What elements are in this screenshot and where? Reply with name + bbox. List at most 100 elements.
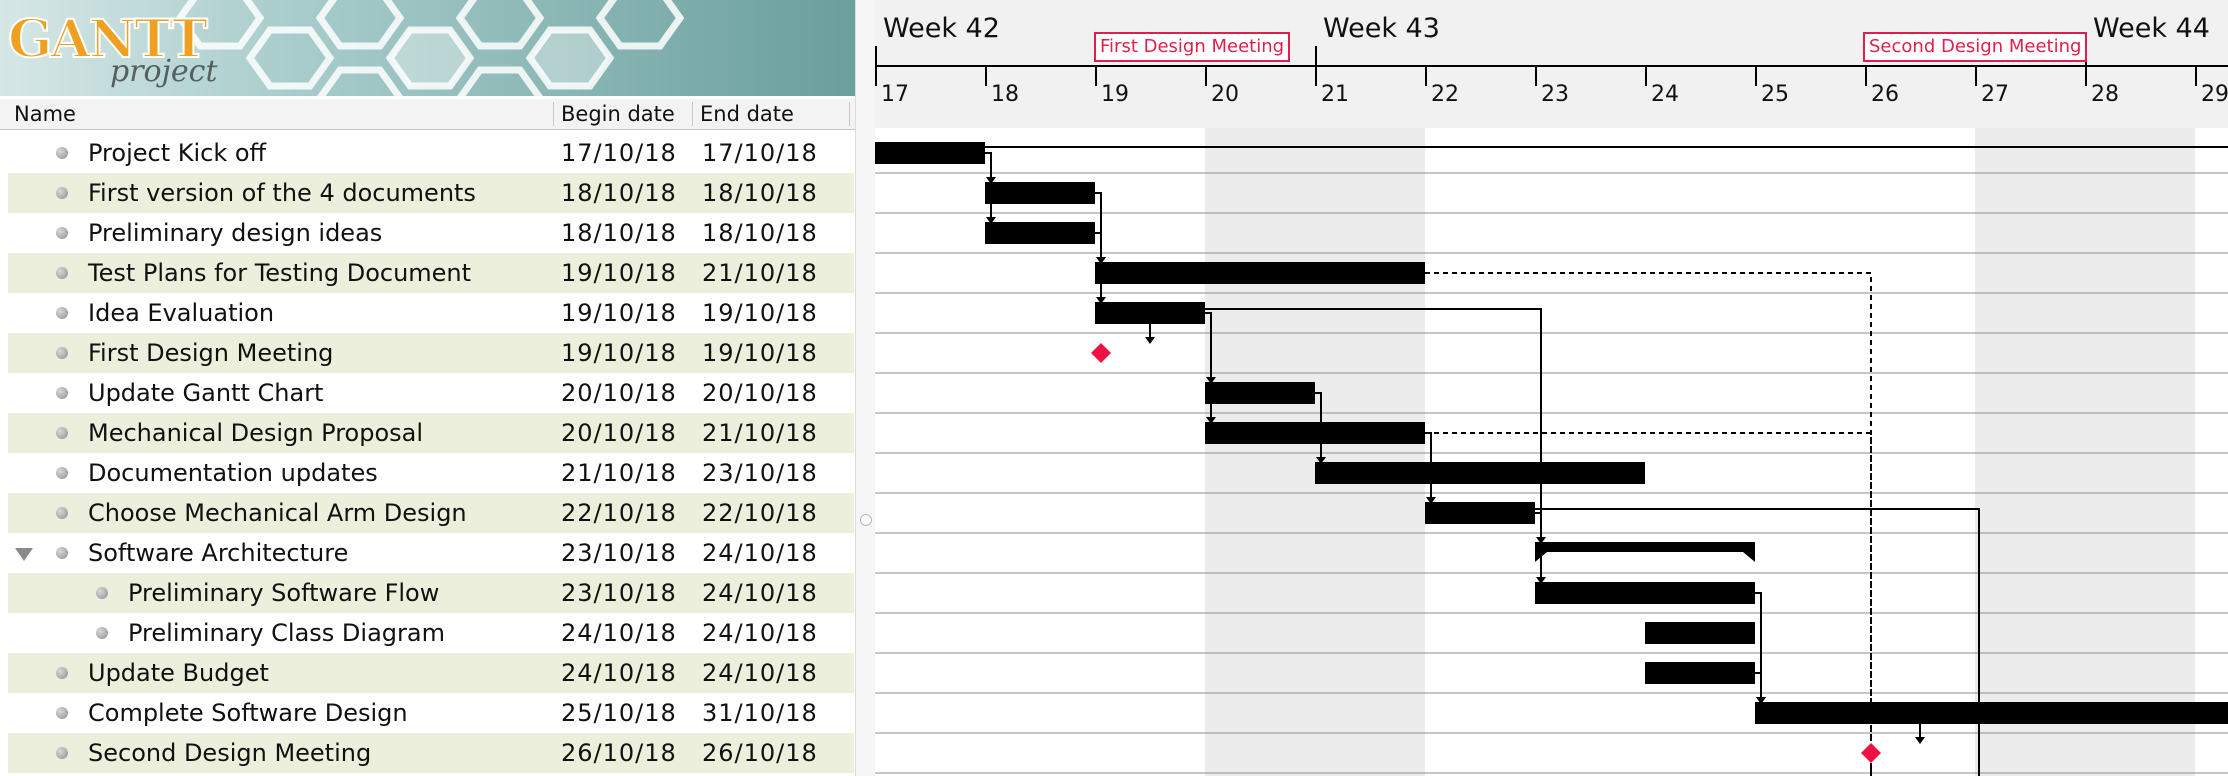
task-row[interactable]: Second Design Meeting 26/10/18 26/10/18 xyxy=(8,733,854,773)
task-begin-date[interactable]: 25/10/18 xyxy=(561,699,677,727)
task-name[interactable]: Project Kick off xyxy=(88,139,267,167)
task-begin-date[interactable]: 26/10/18 xyxy=(561,739,677,767)
task-name[interactable]: Idea Evaluation xyxy=(88,299,275,327)
task-bar[interactable] xyxy=(1095,262,1425,284)
task-end-date[interactable]: 23/10/18 xyxy=(702,459,818,487)
task-begin-date[interactable]: 19/10/18 xyxy=(561,299,677,327)
task-bar[interactable] xyxy=(1755,702,2228,724)
task-name[interactable]: Update Gantt Chart xyxy=(88,379,324,407)
task-end-date[interactable]: 24/10/18 xyxy=(702,659,818,687)
task-name[interactable]: Second Design Meeting xyxy=(88,739,372,767)
task-name[interactable]: First Design Meeting xyxy=(88,339,334,367)
task-bar[interactable] xyxy=(1425,502,1535,524)
task-row[interactable]: Complete Software Design 25/10/18 31/10/18 xyxy=(8,693,854,733)
task-bar[interactable] xyxy=(985,182,1095,204)
task-begin-date[interactable]: 19/10/18 xyxy=(561,339,677,367)
task-end-date[interactable]: 20/10/18 xyxy=(702,379,818,407)
task-begin-date[interactable]: 20/10/18 xyxy=(561,379,677,407)
task-end-date[interactable]: 24/10/18 xyxy=(702,619,818,647)
task-end-date[interactable]: 19/10/18 xyxy=(702,339,818,367)
task-row[interactable]: First version of the 4 documents 18/10/18… xyxy=(8,173,854,213)
task-name[interactable]: First version of the 4 documents xyxy=(88,179,476,207)
task-name[interactable]: Update Budget xyxy=(88,659,269,687)
milestone-header-label[interactable]: Second Design Meeting xyxy=(1863,32,2088,62)
task-bar[interactable] xyxy=(1315,462,1645,484)
task-name[interactable]: Mechanical Design Proposal xyxy=(88,419,424,447)
task-row[interactable]: Idea Evaluation 19/10/18 19/10/18 xyxy=(8,293,854,333)
task-bar[interactable] xyxy=(1645,622,1755,644)
task-row[interactable]: Choose Mechanical Arm Design 22/10/18 22/1… xyxy=(8,493,854,533)
splitter-handle-icon[interactable] xyxy=(860,514,872,526)
task-row[interactable]: Preliminary design ideas 18/10/18 18/10/18 xyxy=(8,213,854,253)
task-row[interactable]: Software Architecture 23/10/18 24/10/18 xyxy=(8,533,854,573)
task-row[interactable]: Update Gantt Chart 20/10/18 20/10/18 xyxy=(8,373,854,413)
task-row[interactable]: First Design Meeting 19/10/18 19/10/18 xyxy=(8,333,854,373)
task-row[interactable]: Test Plans for Testing Document 19/10/18 2… xyxy=(8,253,854,293)
task-bullet-icon xyxy=(56,747,68,759)
day-label: 29 xyxy=(2201,82,2228,107)
milestone-header-label[interactable]: First Design Meeting xyxy=(1094,32,1291,62)
task-name[interactable]: Test Plans for Testing Document xyxy=(88,259,472,287)
task-end-date[interactable]: 17/10/18 xyxy=(702,139,818,167)
column-divider[interactable] xyxy=(849,102,850,126)
task-row[interactable]: Preliminary Software Flow 23/10/18 24/10/1… xyxy=(8,573,854,613)
dependency-arrow-icon xyxy=(1915,737,1925,744)
gantt-chart-panel[interactable]: Week 42 Week 43 Week 44 17 18 19 20 21 22 23 24 25 2… xyxy=(875,0,2228,776)
task-begin-date[interactable]: 23/10/18 xyxy=(561,579,677,607)
task-row[interactable]: Documentation updates 21/10/18 23/10/18 xyxy=(8,453,854,493)
task-end-date[interactable]: 21/10/18 xyxy=(702,419,818,447)
task-end-date[interactable]: 19/10/18 xyxy=(702,299,818,327)
task-begin-date[interactable]: 24/10/18 xyxy=(561,619,677,647)
task-bar[interactable] xyxy=(875,142,985,164)
milestone-diamond-icon[interactable] xyxy=(1091,343,1111,363)
task-begin-date[interactable]: 18/10/18 xyxy=(561,179,677,207)
task-begin-date[interactable]: 17/10/18 xyxy=(561,139,677,167)
task-row[interactable]: Update Budget 24/10/18 24/10/18 xyxy=(8,653,854,693)
weekend-shade xyxy=(1205,128,1425,776)
table-header: Name Begin date End date xyxy=(0,99,855,130)
dependency-line xyxy=(1205,312,1212,421)
task-name[interactable]: Complete Software Design xyxy=(88,699,408,727)
task-end-date[interactable]: 22/10/18 xyxy=(702,499,818,527)
task-end-date[interactable]: 24/10/18 xyxy=(702,539,818,567)
task-begin-date[interactable]: 24/10/18 xyxy=(561,659,677,687)
expand-triangle-icon[interactable] xyxy=(15,548,33,561)
task-end-date[interactable]: 21/10/18 xyxy=(702,259,818,287)
task-row[interactable]: Preliminary Class Diagram 24/10/18 24/10/1… xyxy=(8,613,854,653)
task-begin-date[interactable]: 19/10/18 xyxy=(561,259,677,287)
task-row[interactable]: Project Kick off 17/10/18 17/10/18 xyxy=(8,133,854,173)
task-end-date[interactable]: 26/10/18 xyxy=(702,739,818,767)
task-end-date[interactable]: 18/10/18 xyxy=(702,179,818,207)
column-header-name[interactable]: Name xyxy=(14,102,76,126)
task-end-date[interactable]: 31/10/18 xyxy=(702,699,818,727)
task-begin-date[interactable]: 21/10/18 xyxy=(561,459,677,487)
task-name[interactable]: Choose Mechanical Arm Design xyxy=(88,499,467,527)
task-name[interactable]: Software Architecture xyxy=(88,539,349,567)
task-bar[interactable] xyxy=(1095,302,1205,324)
task-bar[interactable] xyxy=(1535,582,1755,604)
task-begin-date[interactable]: 20/10/18 xyxy=(561,419,677,447)
task-name[interactable]: Preliminary design ideas xyxy=(88,219,383,247)
task-name[interactable]: Documentation updates xyxy=(88,459,378,487)
column-header-end-date[interactable]: End date xyxy=(700,102,794,126)
task-bar[interactable] xyxy=(1205,422,1425,444)
task-end-date[interactable]: 24/10/18 xyxy=(702,579,818,607)
column-divider[interactable] xyxy=(692,102,693,126)
task-name[interactable]: Preliminary Class Diagram xyxy=(128,619,445,647)
gantt-bars-layer[interactable] xyxy=(875,0,2228,776)
task-name[interactable]: Preliminary Software Flow xyxy=(128,579,440,607)
summary-task-bar[interactable] xyxy=(1535,542,1755,552)
task-row[interactable]: Mechanical Design Proposal 20/10/18 21/10/… xyxy=(8,413,854,453)
task-bar[interactable] xyxy=(985,222,1095,244)
task-bar[interactable] xyxy=(1205,382,1315,404)
task-end-date[interactable]: 18/10/18 xyxy=(702,219,818,247)
column-divider[interactable] xyxy=(553,102,554,126)
panel-splitter[interactable] xyxy=(855,0,876,776)
task-bar[interactable] xyxy=(1645,662,1755,684)
task-begin-date[interactable]: 22/10/18 xyxy=(561,499,677,527)
day-label: 23 xyxy=(1541,82,1569,107)
column-header-begin-date[interactable]: Begin date xyxy=(561,102,675,126)
milestone-diamond-icon[interactable] xyxy=(1861,743,1881,763)
task-begin-date[interactable]: 23/10/18 xyxy=(561,539,677,567)
task-begin-date[interactable]: 18/10/18 xyxy=(561,219,677,247)
